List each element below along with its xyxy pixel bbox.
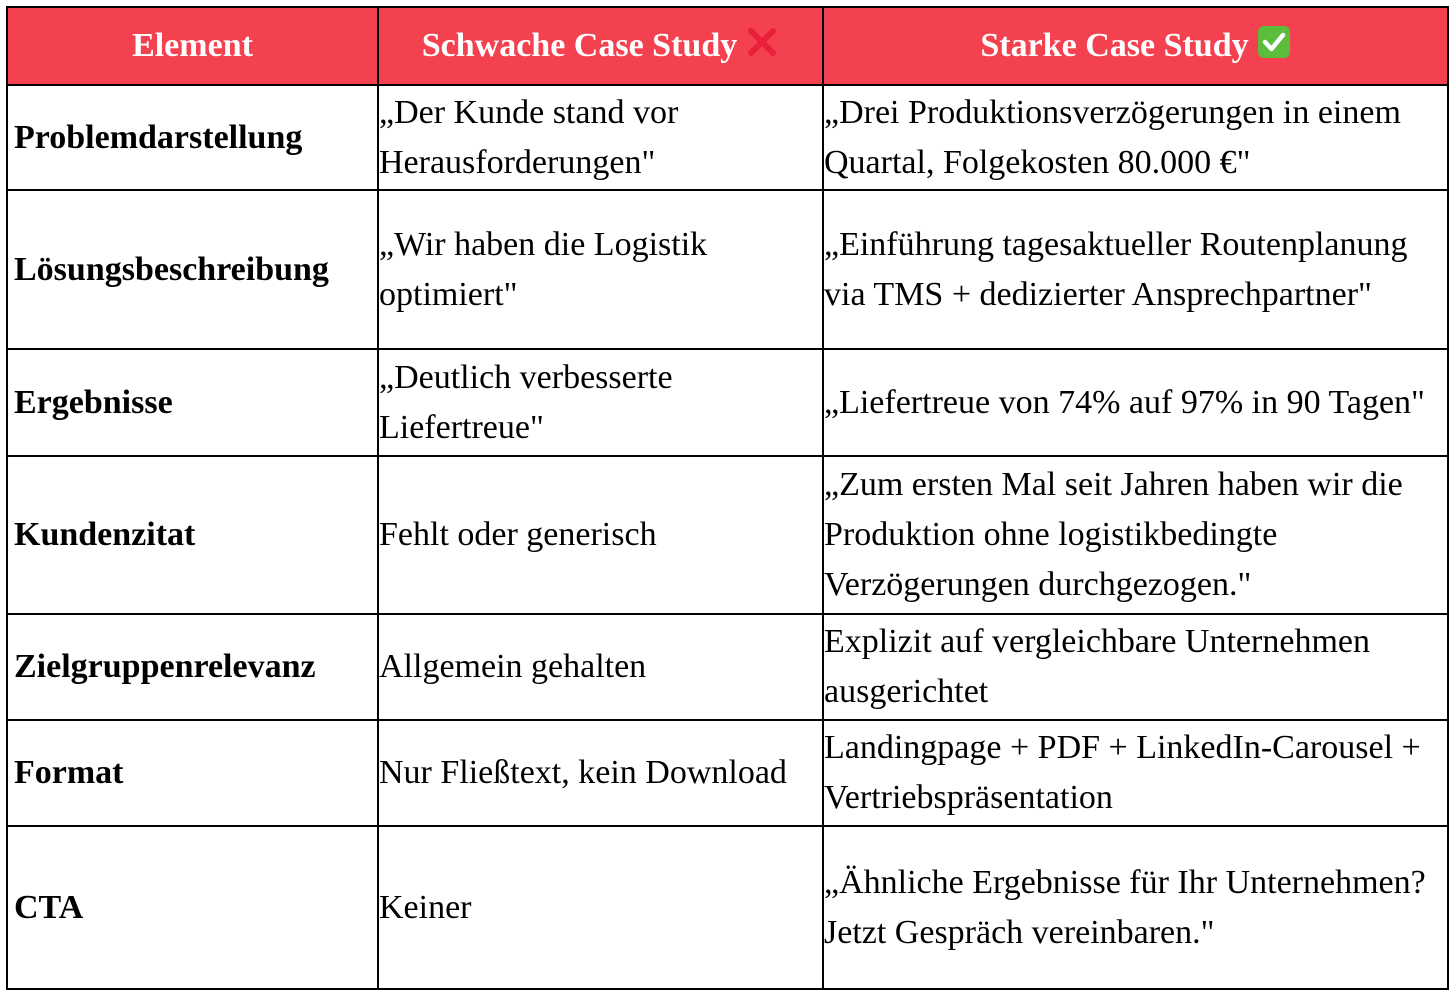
table-row: Lösungsbeschreibung „Wir haben die Logis… bbox=[6, 189, 1449, 350]
table-row: Problemdarstellung „Der Kunde stand vor … bbox=[6, 84, 1449, 191]
cell-weak: Nur Fließtext, kein Download bbox=[377, 719, 824, 827]
header-row: Element Schwache Case Study Starke Case … bbox=[6, 6, 1449, 86]
header-strong: Starke Case Study bbox=[822, 6, 1449, 86]
cell-element: CTA bbox=[6, 825, 379, 990]
header-strong-label: Starke Case Study bbox=[980, 26, 1249, 64]
table-row: Zielgruppenrelevanz Allgemein gehalten E… bbox=[6, 613, 1449, 721]
cell-element: Format bbox=[6, 719, 379, 827]
cell-element: Lösungsbeschreibung bbox=[6, 189, 379, 350]
cell-element: Kundenzitat bbox=[6, 455, 379, 615]
header-element: Element bbox=[6, 6, 379, 86]
table-row: Format Nur Fließtext, kein Download Land… bbox=[6, 719, 1449, 827]
cell-weak: Keiner bbox=[377, 825, 824, 990]
cell-strong: Explizit auf vergleichbare Unternehmen a… bbox=[822, 613, 1449, 721]
cell-strong: „Ähnliche Ergebnisse für Ihr Unternehmen… bbox=[822, 825, 1449, 990]
cell-strong: „Drei Produktionsverzögerungen in einem … bbox=[822, 84, 1449, 191]
header-weak-label: Schwache Case Study bbox=[421, 26, 738, 64]
check-mark-button-icon bbox=[1257, 25, 1291, 59]
cell-strong: „Zum ersten Mal seit Jahren haben wir di… bbox=[822, 455, 1449, 615]
cell-element: Zielgruppenrelevanz bbox=[6, 613, 379, 721]
cross-mark-icon bbox=[745, 25, 779, 59]
header-element-label: Element bbox=[132, 27, 253, 64]
table-row: CTA Keiner „Ähnliche Ergebnisse für Ihr … bbox=[6, 825, 1449, 990]
header-weak: Schwache Case Study bbox=[377, 6, 824, 86]
cell-strong: Landingpage + PDF + LinkedIn-Carousel + … bbox=[822, 719, 1449, 827]
cell-weak: „Deutlich verbesserte Liefertreue" bbox=[377, 348, 824, 457]
cell-strong: „Einführung tagesaktueller Routenplanung… bbox=[822, 189, 1449, 350]
cell-weak: Fehlt oder generisch bbox=[377, 455, 824, 615]
table-row: Kundenzitat Fehlt oder generisch „Zum er… bbox=[6, 455, 1449, 615]
cell-weak: Allgemein gehalten bbox=[377, 613, 824, 721]
cell-strong: „Liefertreue von 74% auf 97% in 90 Tagen… bbox=[822, 348, 1449, 457]
table-row: Ergebnisse „Deutlich verbesserte Liefert… bbox=[6, 348, 1449, 457]
comparison-table: Element Schwache Case Study Starke Case … bbox=[6, 6, 1449, 990]
cell-element: Ergebnisse bbox=[6, 348, 379, 457]
cell-weak: „Wir haben die Logistik optimiert" bbox=[377, 189, 824, 350]
cell-weak: „Der Kunde stand vor Herausforderungen" bbox=[377, 84, 824, 191]
cell-element: Problemdarstellung bbox=[6, 84, 379, 191]
